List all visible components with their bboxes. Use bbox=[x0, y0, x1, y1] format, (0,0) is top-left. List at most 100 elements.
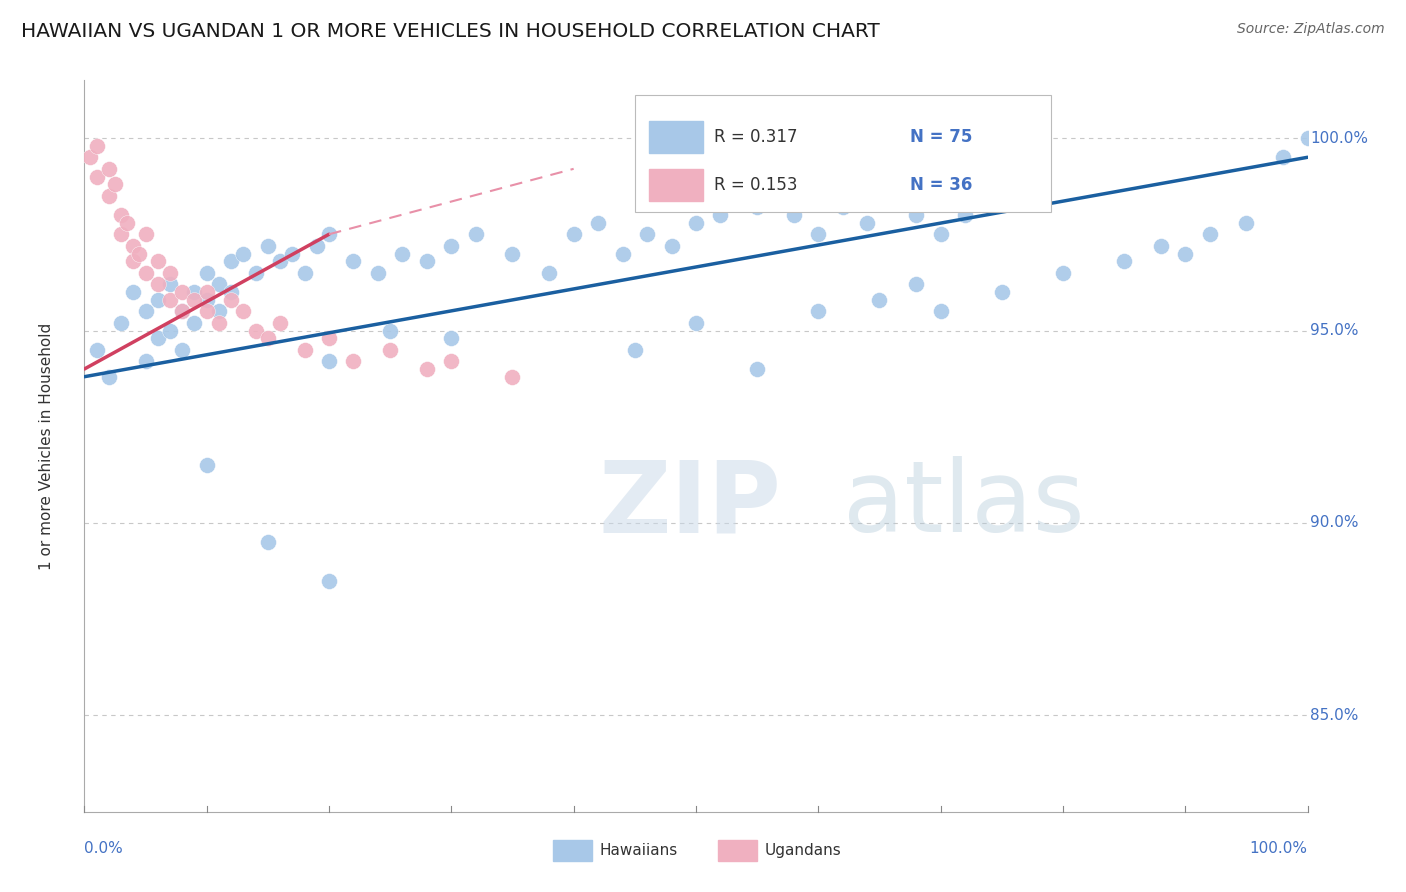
Point bbox=[146, 254, 169, 268]
Point bbox=[661, 239, 683, 253]
Point bbox=[245, 266, 267, 280]
Point bbox=[294, 343, 316, 357]
Point bbox=[440, 354, 463, 368]
Point bbox=[342, 354, 364, 368]
Point bbox=[991, 188, 1014, 202]
Point bbox=[195, 458, 218, 473]
Point bbox=[128, 246, 150, 260]
Text: 85.0%: 85.0% bbox=[1310, 708, 1358, 723]
Point bbox=[232, 304, 254, 318]
Point bbox=[783, 208, 806, 222]
Point bbox=[880, 188, 903, 202]
Point bbox=[342, 254, 364, 268]
Text: Ugandans: Ugandans bbox=[765, 843, 841, 858]
Point bbox=[172, 285, 194, 299]
Point bbox=[294, 266, 316, 280]
Text: R = 0.317: R = 0.317 bbox=[714, 128, 797, 146]
FancyBboxPatch shape bbox=[718, 839, 758, 861]
Point bbox=[97, 369, 120, 384]
Point bbox=[257, 239, 280, 253]
Point bbox=[195, 285, 218, 299]
Text: 90.0%: 90.0% bbox=[1310, 516, 1358, 531]
Text: ZIP: ZIP bbox=[598, 456, 780, 553]
Point bbox=[245, 324, 267, 338]
Point bbox=[269, 316, 291, 330]
FancyBboxPatch shape bbox=[650, 121, 703, 153]
Point bbox=[502, 369, 524, 384]
Point bbox=[869, 293, 891, 307]
Point bbox=[807, 227, 830, 242]
Point bbox=[586, 216, 609, 230]
Point bbox=[146, 293, 169, 307]
Point bbox=[195, 293, 218, 307]
Point bbox=[115, 216, 138, 230]
Point bbox=[612, 246, 634, 260]
Point bbox=[86, 169, 108, 184]
Point bbox=[1150, 239, 1173, 253]
Point bbox=[1296, 131, 1319, 145]
Point bbox=[159, 324, 181, 338]
Point bbox=[562, 227, 585, 242]
Point bbox=[183, 316, 205, 330]
Text: N = 75: N = 75 bbox=[910, 128, 973, 146]
Point bbox=[208, 304, 231, 318]
Text: R = 0.153: R = 0.153 bbox=[714, 176, 797, 194]
Point bbox=[159, 293, 181, 307]
Point bbox=[905, 208, 928, 222]
Point bbox=[183, 293, 205, 307]
Point bbox=[929, 227, 952, 242]
Point bbox=[195, 304, 218, 318]
Point bbox=[953, 208, 976, 222]
Point bbox=[135, 354, 157, 368]
Point bbox=[122, 239, 145, 253]
Point bbox=[416, 254, 439, 268]
Text: 100.0%: 100.0% bbox=[1310, 130, 1368, 145]
Point bbox=[709, 208, 731, 222]
Point bbox=[991, 285, 1014, 299]
Point bbox=[380, 324, 402, 338]
Point bbox=[318, 227, 340, 242]
Point bbox=[624, 343, 647, 357]
Point bbox=[159, 266, 181, 280]
Point bbox=[1114, 254, 1136, 268]
Text: Hawaiians: Hawaiians bbox=[599, 843, 678, 858]
Point bbox=[219, 293, 242, 307]
Point bbox=[1174, 246, 1197, 260]
Point bbox=[440, 239, 463, 253]
Point bbox=[856, 216, 879, 230]
Text: 1 or more Vehicles in Household: 1 or more Vehicles in Household bbox=[39, 322, 53, 570]
Point bbox=[257, 535, 280, 549]
Point bbox=[538, 266, 561, 280]
Point bbox=[146, 331, 169, 345]
Text: N = 36: N = 36 bbox=[910, 176, 973, 194]
FancyBboxPatch shape bbox=[636, 95, 1050, 212]
Point bbox=[305, 239, 328, 253]
Point bbox=[807, 304, 830, 318]
Point bbox=[747, 362, 769, 376]
Point bbox=[905, 277, 928, 292]
Point bbox=[269, 254, 291, 268]
Point bbox=[110, 316, 132, 330]
Point bbox=[391, 246, 413, 260]
Point bbox=[929, 304, 952, 318]
Point bbox=[440, 331, 463, 345]
Point bbox=[318, 331, 340, 345]
Point bbox=[685, 216, 707, 230]
Point bbox=[195, 266, 218, 280]
Point bbox=[831, 200, 853, 214]
Point bbox=[135, 266, 157, 280]
Point bbox=[416, 362, 439, 376]
Text: atlas: atlas bbox=[842, 456, 1084, 553]
Point bbox=[122, 285, 145, 299]
Point bbox=[219, 285, 242, 299]
Point bbox=[281, 246, 304, 260]
Point bbox=[122, 254, 145, 268]
Point bbox=[1052, 266, 1074, 280]
Point bbox=[97, 188, 120, 202]
Point bbox=[257, 331, 280, 345]
Point bbox=[636, 227, 658, 242]
Point bbox=[380, 343, 402, 357]
Text: 0.0%: 0.0% bbox=[84, 841, 124, 856]
Point bbox=[86, 343, 108, 357]
Point bbox=[1272, 150, 1295, 164]
